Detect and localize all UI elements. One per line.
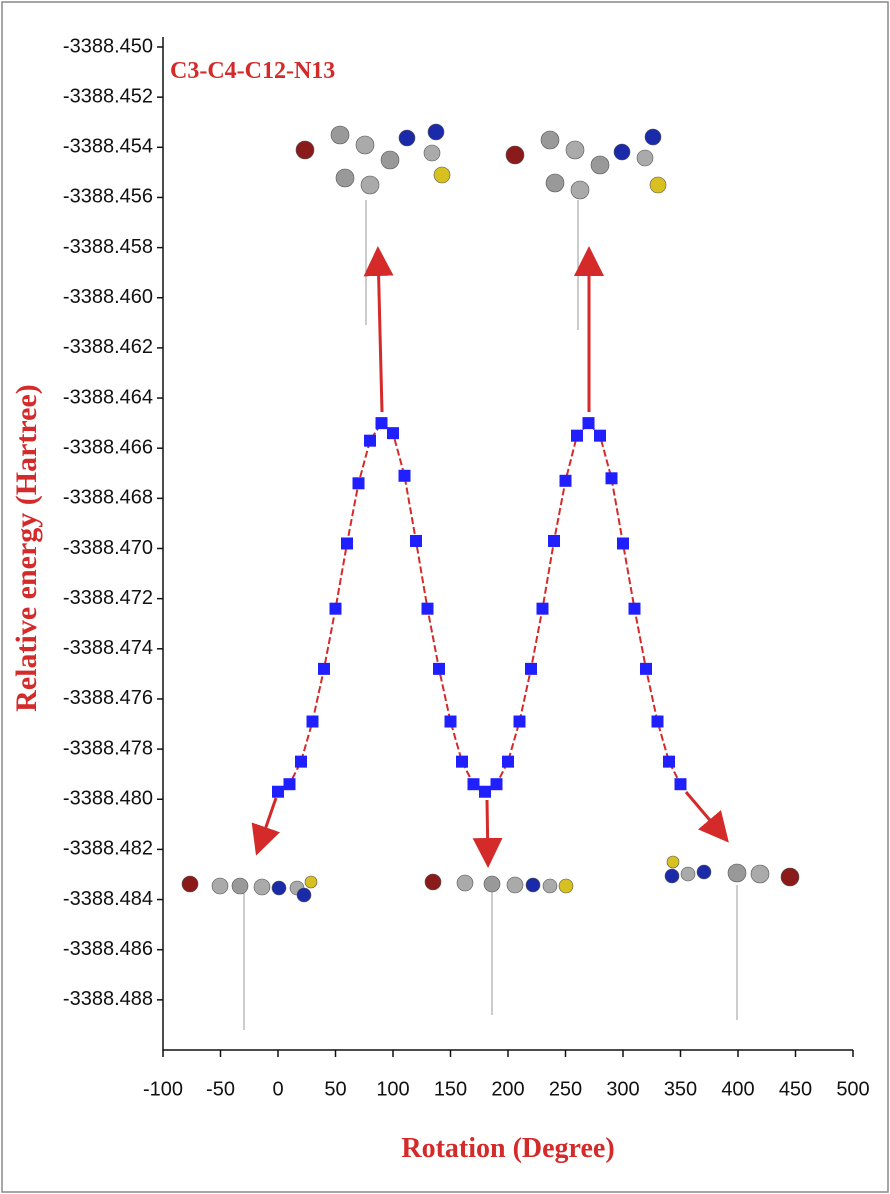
x-tick-label: 150 [434,1078,467,1100]
molecule-top-right [505,128,667,330]
marker [559,474,572,487]
y-tick-label: -3388.450 [63,35,153,57]
arrow [251,797,281,856]
y-tick-label: -3388.466 [63,436,153,458]
arrow [472,799,503,868]
marker [352,477,365,490]
marker [502,755,514,768]
marker [617,537,629,550]
marker [398,469,411,482]
x-tick-label: 200 [491,1078,524,1100]
marker [318,662,330,675]
y-tick-label: -3388.486 [63,938,153,960]
y-tick-label: -3388.464 [63,386,153,408]
marker [433,662,445,675]
molecule-bottom-right [664,855,800,1020]
y-tick-label: -3388.484 [63,888,153,910]
marker [548,534,560,547]
x-tick-label: 300 [606,1078,639,1100]
marker [410,534,422,547]
x-tick-label: 350 [664,1078,697,1100]
molecules [181,123,800,1030]
molecule-bottom-left [181,875,318,1030]
x-tick-label: 100 [376,1078,409,1100]
marker [490,778,503,791]
y-tick-label: -3388.476 [63,687,153,709]
y-tick-label: -3388.454 [63,136,153,158]
marker [674,778,687,791]
y-tick-label: -3388.460 [63,286,153,308]
marker [444,715,457,728]
y-axis-label: Relative energy (Hartree) [10,384,43,712]
marker [605,472,618,485]
y-tick-label: -3388.472 [63,587,153,609]
x-tick-label: 500 [836,1078,869,1100]
marker [513,715,526,728]
y-tick-label: -3388.482 [63,838,153,860]
arrow [363,246,394,413]
molecule-top-left [295,123,451,325]
marker [387,427,399,440]
marker [582,417,595,430]
x-tick-label: -100 [143,1078,183,1100]
x-tick-label: 0 [272,1078,283,1100]
marker [306,715,319,728]
marker [295,755,307,768]
x-tick-label: 450 [779,1078,812,1100]
annotation: C3-C4-C12-N13 [170,58,335,84]
marker [283,778,296,791]
marker [421,602,434,615]
marker [628,602,641,615]
marker [341,537,353,550]
x-tick-label: 50 [324,1078,346,1100]
y-tick-label: -3388.474 [63,637,153,659]
y-tick-label: -3388.458 [63,236,153,258]
marker [651,715,664,728]
marker [571,429,583,442]
marker [536,602,549,615]
x-axis-label: Rotation (Degree) [401,1133,614,1164]
y-tick-label: -3388.468 [63,487,153,509]
marker [594,429,606,442]
marker [663,755,675,768]
marker [525,662,537,675]
y-tick-label: -3388.452 [63,85,153,107]
marker [272,785,284,798]
marker [329,602,342,615]
marker [479,785,491,798]
marker [375,417,388,430]
y-tick-label: -3388.462 [63,336,153,358]
marker [364,434,376,447]
marker [456,755,468,768]
marker [467,778,480,791]
x-tick-label: -50 [206,1078,235,1100]
molecule-bottom-middle [424,873,574,1015]
marker [640,662,652,675]
arrows [251,246,729,868]
y-tick-label: -3388.470 [63,537,153,559]
arrow [684,791,729,843]
x-tick-label: 400 [721,1078,754,1100]
y-tick-label: -3388.456 [63,186,153,208]
x-tick-label: 250 [549,1078,582,1100]
y-tick-label: -3388.488 [63,988,153,1010]
y-tick-label: -3388.478 [63,737,153,759]
y-tick-label: -3388.480 [63,788,153,810]
